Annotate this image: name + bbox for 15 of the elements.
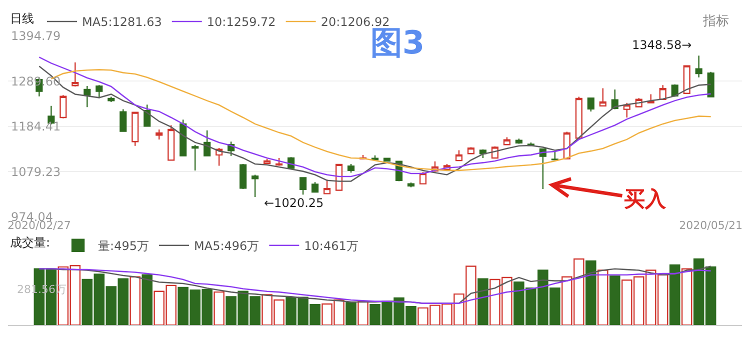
y-tick-label: 1184.41 [11,120,61,134]
annotation: 买入 [624,187,667,211]
text: 指标 [702,14,729,29]
legend-label: MA5:1281.63 [82,15,162,30]
annotation: 1348.58→ [632,38,692,52]
x-tick-label: 2020/05/21 [679,218,743,232]
legend-label: 10:1259.72 [206,15,276,30]
annotation: ←1020.25 [264,196,324,210]
y-tick-label: 1079.23 [11,164,61,179]
legend-title: 成交量: [10,235,50,250]
legend-title: 日线 [10,12,34,26]
legend-label: 量:495万 [98,239,149,254]
y-tick-label: 1394.79 [11,28,61,43]
legend-label: 10:461万 [304,239,358,254]
legend-label: MA5:496万 [194,239,260,254]
